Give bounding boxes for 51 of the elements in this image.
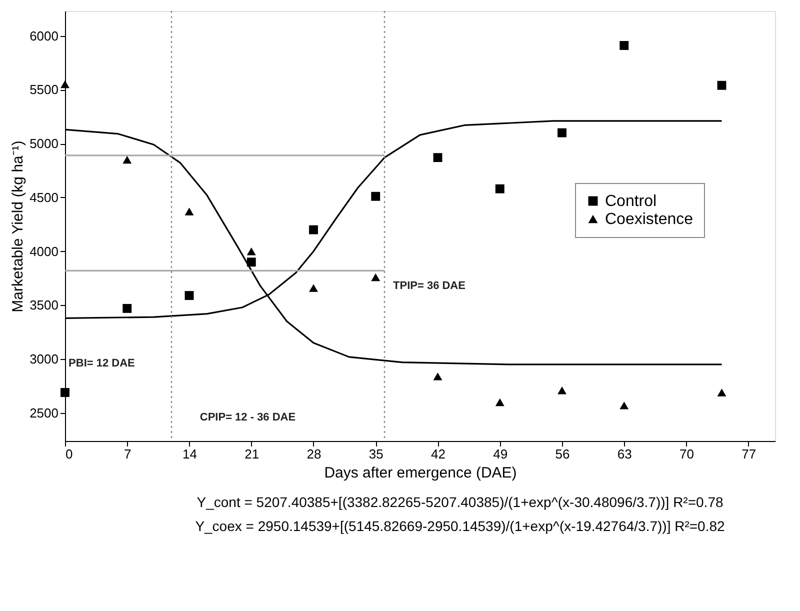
point <box>717 80 726 90</box>
y-tick-label: 4000 <box>30 244 58 259</box>
point <box>620 41 629 50</box>
point <box>620 402 629 410</box>
y-tick-label: 5000 <box>30 136 58 152</box>
point <box>371 273 380 282</box>
point <box>558 128 566 138</box>
point <box>184 208 194 216</box>
point <box>495 184 504 194</box>
x-tick-label: 28 <box>306 446 322 462</box>
x-tick-label: 56 <box>555 446 570 462</box>
y-tick-label: 6000 <box>30 28 58 44</box>
legend-label: Coexistence <box>605 211 694 228</box>
point <box>717 388 726 396</box>
x-tick-label: 49 <box>493 446 508 462</box>
x-axis-title: Days after emergence (DAE) <box>324 464 517 482</box>
y-tick-label: 3500 <box>30 298 58 313</box>
point <box>433 153 442 162</box>
point <box>184 291 194 300</box>
x-tick-label: 42 <box>431 446 446 462</box>
point <box>558 386 566 394</box>
y-tick-label: 5500 <box>30 82 58 98</box>
x-tick-label: 70 <box>680 446 694 462</box>
point <box>309 225 318 234</box>
y-axis-title: Marketable Yield (kg ha⁻¹) <box>10 140 27 312</box>
x-tick-label: 63 <box>617 446 632 462</box>
x-tick-label: 0 <box>66 446 73 462</box>
y-tick-label: 2500 <box>30 405 58 420</box>
point <box>122 304 132 313</box>
point <box>60 388 70 397</box>
point <box>309 284 318 292</box>
x-tick-label: 7 <box>124 446 132 462</box>
point <box>495 398 504 406</box>
point <box>246 247 256 256</box>
text: Y_coex = 2950.14539+[(5145.82669-2950.14539)/(1+exp^(x-19.42764/3.7))] R²=0.82 <box>195 518 726 534</box>
point <box>122 156 132 164</box>
point <box>60 80 70 88</box>
annotation: PBI= 12 DAE <box>68 358 135 370</box>
point <box>246 258 256 267</box>
text: Y_cont = 5207.40385+[(3382.82265-5207.40385)/(1+exp^(x-30.48096/3.7))] R²=0.78 <box>196 494 724 510</box>
point <box>371 192 380 201</box>
y-tick-label: 3000 <box>30 352 58 367</box>
x-tick-label: 77 <box>742 446 756 462</box>
x-tick-label: 21 <box>244 446 260 462</box>
point <box>433 372 442 380</box>
legend-label: Control <box>605 193 657 210</box>
x-tick-label: 14 <box>182 446 197 462</box>
annotation: TPIP= 36 DAE <box>393 280 466 292</box>
annotation: CPIP= 12 - 36 DAE <box>200 411 296 424</box>
x-tick-label: 35 <box>368 446 384 462</box>
y-tick-label: 4500 <box>30 190 58 205</box>
